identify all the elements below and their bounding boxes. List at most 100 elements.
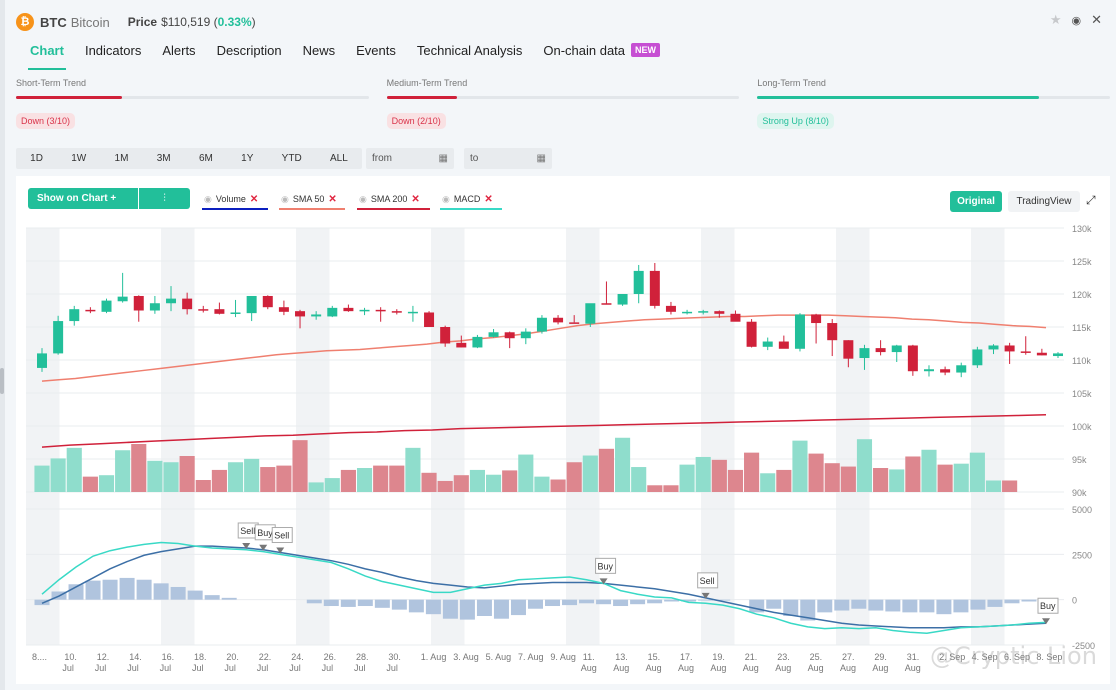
macd-tick-label: -2500 [1072, 641, 1095, 651]
x-tick-label: 18. [194, 652, 207, 662]
calendar-icon[interactable]: ▦ [536, 153, 546, 164]
x-tick-label: 11. [583, 652, 595, 662]
indicator-sma-200[interactable]: ◉ SMA 200 ✕ [357, 190, 430, 210]
calendar-icon[interactable]: ▦ [438, 153, 448, 164]
tab-technical-analysis[interactable]: Technical Analysis [415, 40, 525, 66]
volume-bar [453, 475, 469, 492]
tab-events[interactable]: Events [354, 40, 398, 66]
indicator-label: SMA 50 [292, 194, 325, 204]
background-band [26, 228, 60, 645]
indicator-label: Volume [215, 194, 246, 204]
x-tick-label: 30. [388, 652, 401, 662]
tab-indicators[interactable]: Indicators [83, 40, 143, 66]
range-button-ytd[interactable]: YTD [281, 153, 302, 164]
candle-body [375, 309, 386, 312]
candle-body [875, 348, 886, 353]
show-on-chart-button[interactable]: Show on Chart + [28, 188, 138, 209]
candle-body [794, 314, 805, 349]
remove-icon[interactable]: ✕ [249, 193, 259, 205]
indicator-volume[interactable]: ◉ Volume ✕ [202, 190, 268, 210]
tab-description[interactable]: Description [215, 40, 284, 66]
volume-bar [98, 475, 115, 492]
resize-handle[interactable] [0, 368, 4, 394]
to-date-input[interactable]: to ▦ [464, 148, 552, 169]
macd-histogram-bar [953, 599, 969, 613]
expand-icon[interactable]: ⤢ [1086, 193, 1096, 207]
x-tick-label: 8.... [32, 652, 47, 662]
candle-body [778, 341, 789, 349]
x-tick-label: 9. Aug [550, 652, 576, 662]
volume-bar [502, 470, 518, 492]
from-date-input[interactable]: from ▦ [366, 148, 454, 169]
eye-icon[interactable]: ◉ [281, 193, 289, 204]
remove-icon[interactable]: ✕ [411, 193, 420, 205]
range-button-3m[interactable]: 3M [156, 153, 171, 164]
indicator-macd[interactable]: ◉ MACD ✕ [440, 190, 502, 210]
eye-icon[interactable]: ◉ [442, 193, 450, 204]
candle-body [601, 303, 612, 305]
indicator-sma-50[interactable]: ◉ SMA 50 ✕ [279, 190, 345, 210]
volume-bar [566, 462, 582, 492]
tab-on-chain-data[interactable]: On-chain data NEW [541, 40, 662, 66]
indicator-color-line [357, 208, 430, 210]
tradingview-button[interactable]: TradingView [1008, 191, 1080, 212]
x-tick-label-month: Jul [289, 663, 301, 673]
close-icon[interactable]: ✕ [1091, 12, 1102, 27]
eye-icon[interactable]: ◉ [359, 193, 367, 204]
x-tick-label: 1. Aug [421, 652, 447, 662]
star-icon[interactable]: ★ [1049, 12, 1062, 27]
macd-histogram-bar [476, 599, 492, 616]
background-band [836, 228, 870, 645]
chart-type-button[interactable]: ⫶ [138, 188, 190, 209]
trend-short-term-trend: Short-Term Trend Down (3/10) [16, 78, 369, 129]
trend-badge: Down (2/10) [386, 113, 446, 129]
volume-bar [615, 437, 631, 492]
range-button-1w[interactable]: 1W [71, 153, 87, 164]
candle-body [133, 295, 144, 311]
volume-bar [34, 465, 50, 492]
price-tick-label: 115k [1072, 323, 1091, 333]
candle-body [311, 314, 322, 317]
candle-body [617, 294, 628, 305]
candle-body [520, 331, 531, 339]
x-tick-label: 19. [712, 652, 725, 662]
from-placeholder: from [372, 153, 392, 164]
price-tick-label: 110k [1072, 356, 1091, 366]
tab-chart[interactable]: Chart [28, 40, 66, 70]
range-button-1y[interactable]: 1Y [241, 153, 254, 164]
x-tick-label: 16. [162, 652, 175, 662]
volume-bar [179, 456, 195, 492]
x-tick-label: 22. [259, 652, 272, 662]
x-tick-label-month: Aug [872, 663, 888, 673]
x-tick-label-month: Jul [62, 663, 74, 673]
candle-body [440, 327, 451, 344]
volume-bar [808, 453, 824, 492]
range-button-1m[interactable]: 1M [114, 153, 129, 164]
macd-histogram-bar [902, 599, 918, 613]
range-button-1d[interactable]: 1D [30, 153, 43, 164]
candle-body [536, 317, 547, 332]
tab-alerts[interactable]: Alerts [160, 40, 197, 66]
original-chart-button[interactable]: Original [950, 191, 1002, 212]
macd-histogram-bar [919, 599, 935, 613]
range-button-all[interactable]: ALL [329, 153, 348, 164]
candle-body [633, 270, 644, 294]
candle-body [407, 311, 418, 314]
eye-icon[interactable]: ◉ [1071, 14, 1082, 27]
macd-histogram-bar [868, 599, 884, 611]
trend-bar [386, 96, 740, 99]
volume-bar [921, 449, 937, 492]
macd-histogram-bar [715, 599, 731, 601]
volume-bar [115, 450, 131, 492]
remove-icon[interactable]: ✕ [328, 193, 337, 205]
macd-histogram-bar [408, 599, 424, 613]
volume-bar [260, 467, 276, 492]
eye-icon[interactable]: ◉ [204, 193, 212, 204]
range-button-6m[interactable]: 6M [198, 153, 213, 164]
remove-icon[interactable]: ✕ [484, 193, 493, 205]
tab-news[interactable]: News [301, 40, 338, 66]
signal-label: Sell [240, 526, 255, 536]
price-tick-label: 90k [1072, 488, 1087, 498]
chart-canvas[interactable]: 90k 95k 100k 105k 110k 115k 120k 125k 130k -2500 0… [16, 176, 1110, 684]
tab-label: Description [216, 43, 282, 58]
